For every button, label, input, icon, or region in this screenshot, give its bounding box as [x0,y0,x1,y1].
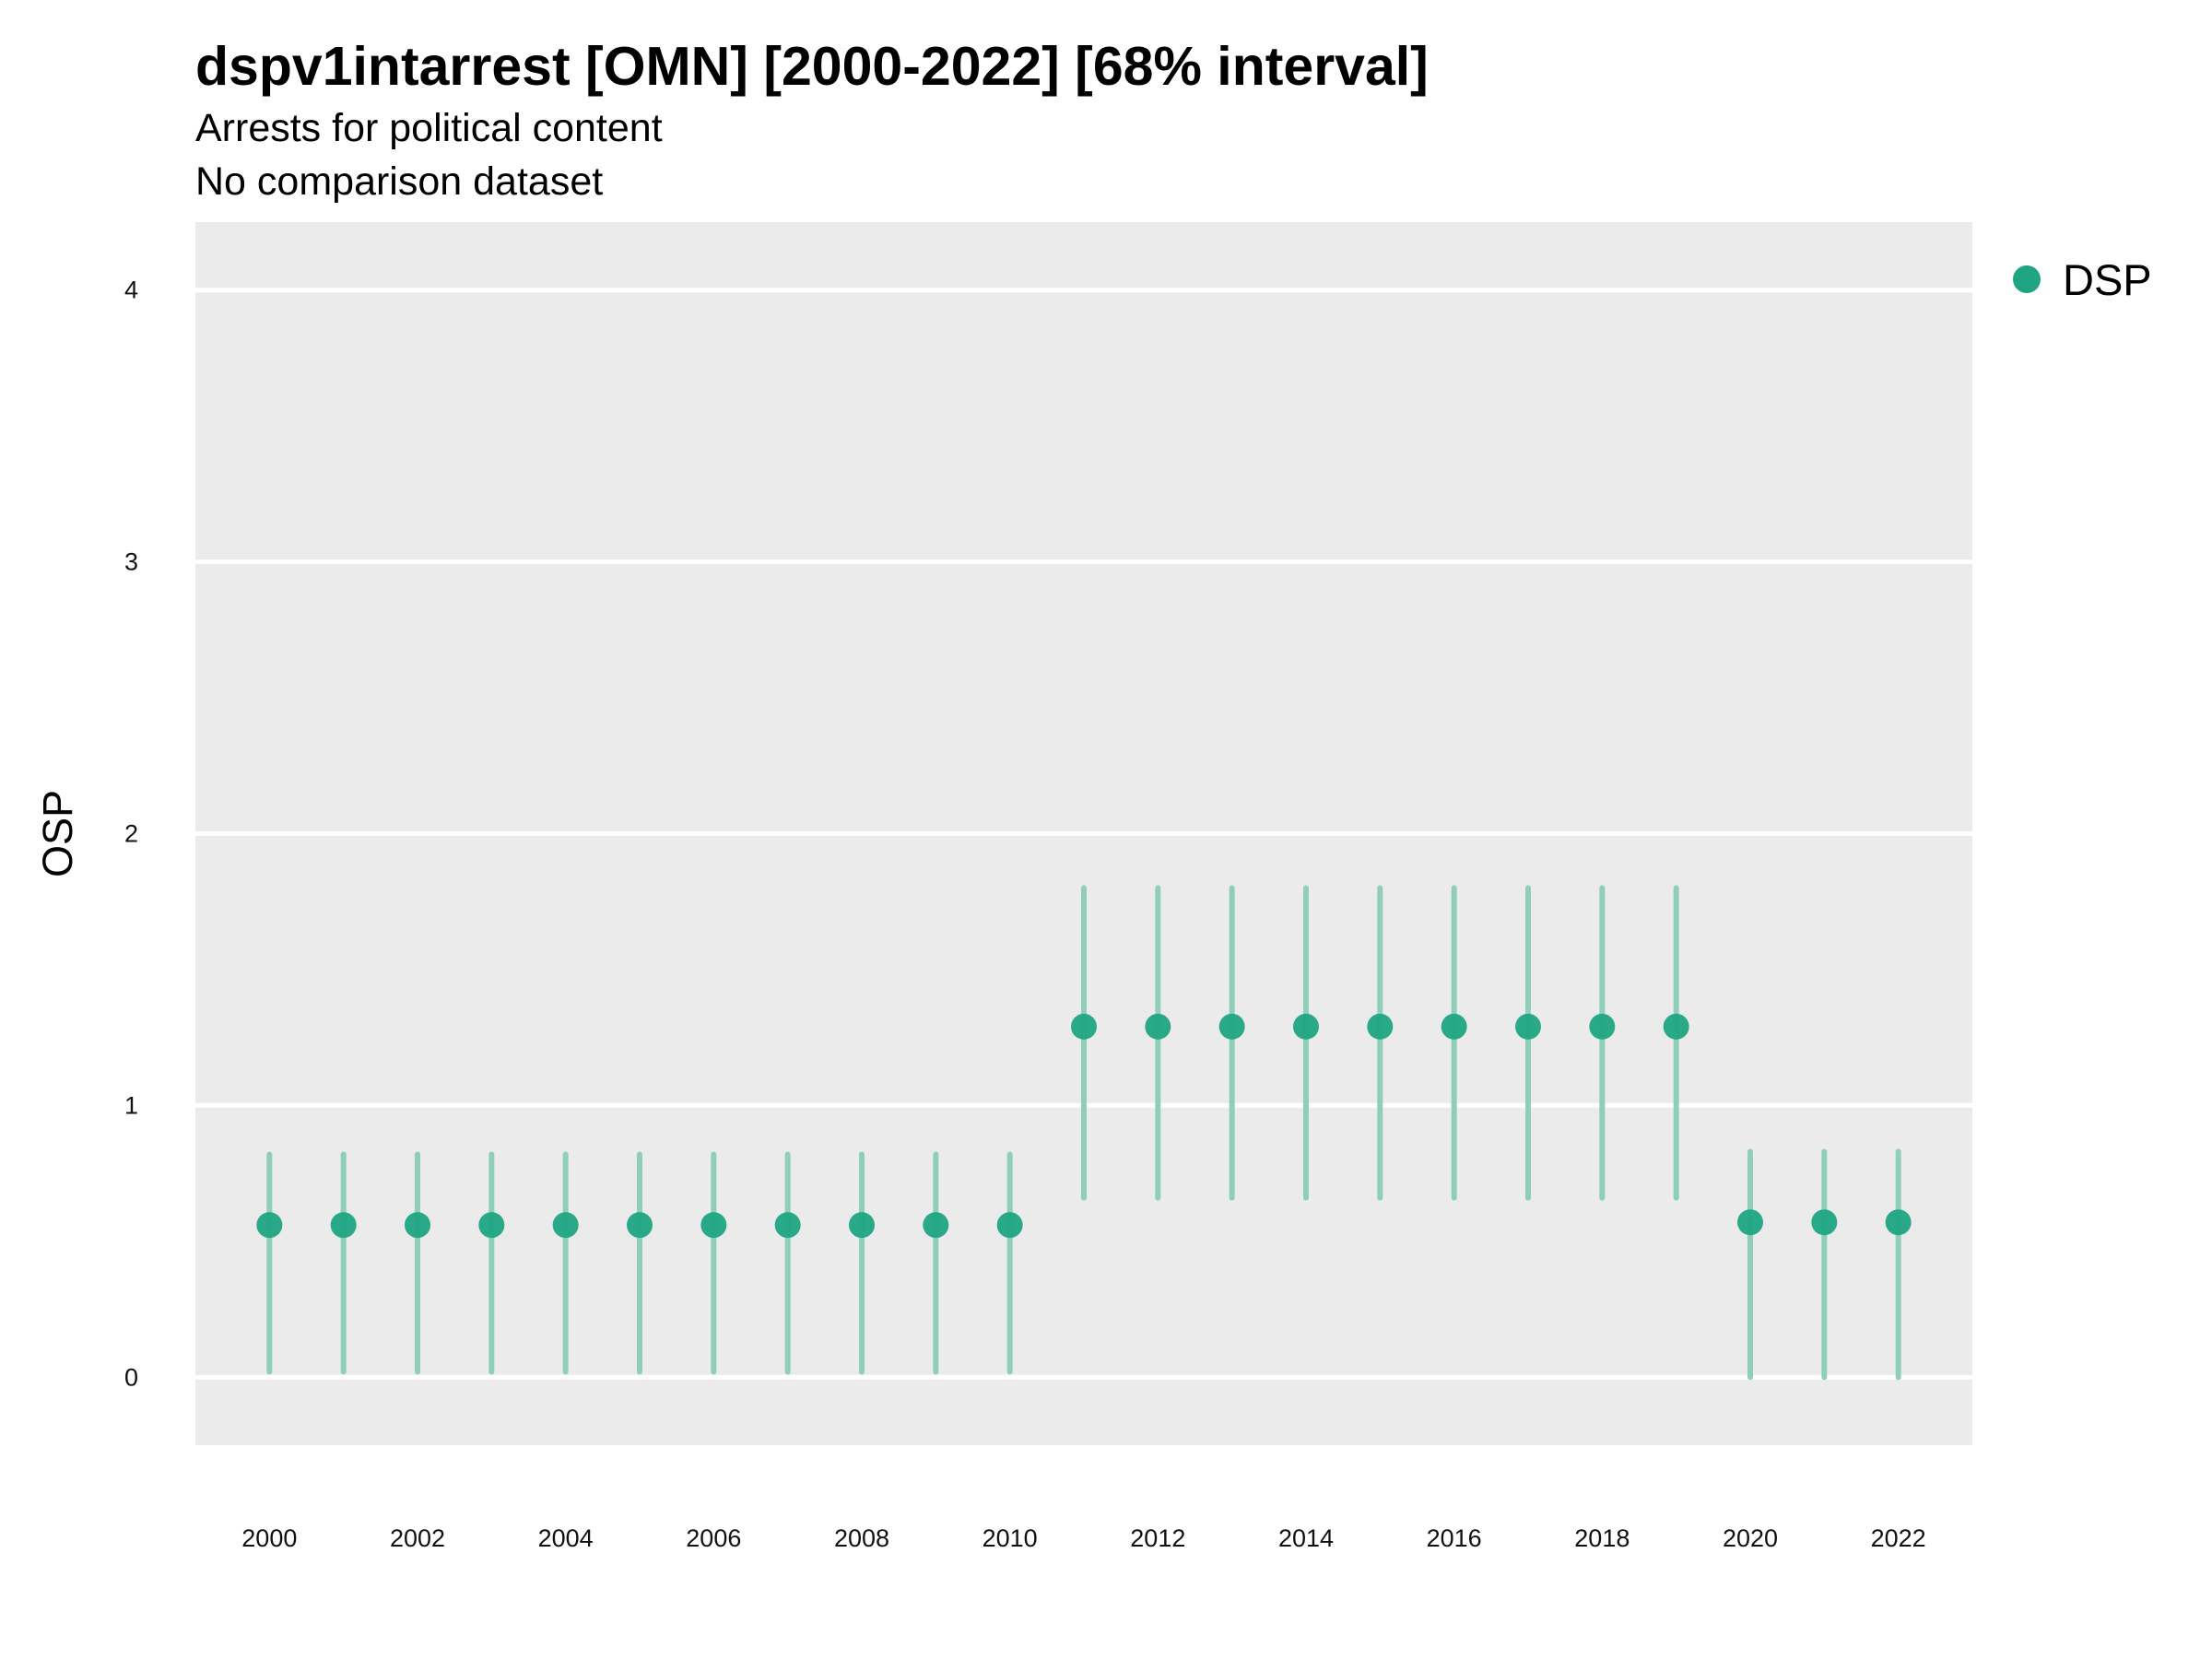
data-point [700,1212,727,1239]
data-point [330,1212,357,1239]
data-point [552,1212,579,1239]
y-tick-label: 2 [124,820,138,848]
y-axis-title: OSP [34,790,81,877]
x-tick-label: 2018 [1574,1524,1630,1552]
data-point [1811,1209,1838,1236]
x-tick-label: 2012 [1130,1524,1185,1552]
data-point [1367,1013,1394,1040]
chart-subtitle-secondary: No comparison dataset [195,159,604,204]
x-tick-label: 2002 [390,1524,445,1552]
data-point [1441,1013,1467,1040]
data-points [256,1013,1912,1239]
data-point [405,1212,430,1239]
x-tick-label: 2008 [834,1524,889,1552]
data-point [627,1212,653,1239]
x-tick-label: 2016 [1427,1524,1482,1552]
interval-bars [266,885,1901,1381]
x-tick-label: 2022 [1871,1524,1926,1552]
x-tick-label: 2000 [241,1524,297,1552]
data-point [1515,1013,1541,1040]
x-tick-label: 2004 [538,1524,594,1552]
data-point [1589,1013,1616,1040]
y-axis-ticks: 0 1 2 3 4 [124,276,138,1392]
data-point [256,1212,283,1239]
data-point [478,1212,505,1239]
data-point [1145,1013,1171,1040]
legend-label-dsp: DSP [2063,255,2152,304]
y-tick-label: 0 [124,1363,138,1391]
data-point [1071,1013,1097,1040]
data-point [849,1212,875,1239]
data-point [1218,1013,1245,1040]
x-tick-label: 2014 [1278,1524,1334,1552]
data-point [1885,1209,1912,1236]
chart-subtitle: Arrests for political content [195,106,663,150]
chart-title: dspv1intarrest [OMN] [2000-2022] [68% in… [195,36,1429,97]
data-point [996,1212,1023,1239]
x-tick-label: 2010 [982,1524,1038,1552]
y-tick-label: 1 [124,1091,138,1119]
y-tick-label: 3 [124,548,138,576]
legend-key-dsp [2013,265,2041,293]
data-point [1737,1209,1763,1236]
data-point [1293,1013,1319,1040]
x-axis-ticks: 2000 2002 2004 2006 2008 2010 2012 2014 2016 2018… [241,1524,1925,1552]
y-tick-label: 4 [124,276,138,304]
data-point [1663,1013,1689,1040]
x-tick-label: 2006 [686,1524,741,1552]
legend: DSP [2013,255,2152,304]
data-point [923,1212,949,1239]
x-tick-label: 2020 [1723,1524,1778,1552]
data-point [774,1212,801,1239]
